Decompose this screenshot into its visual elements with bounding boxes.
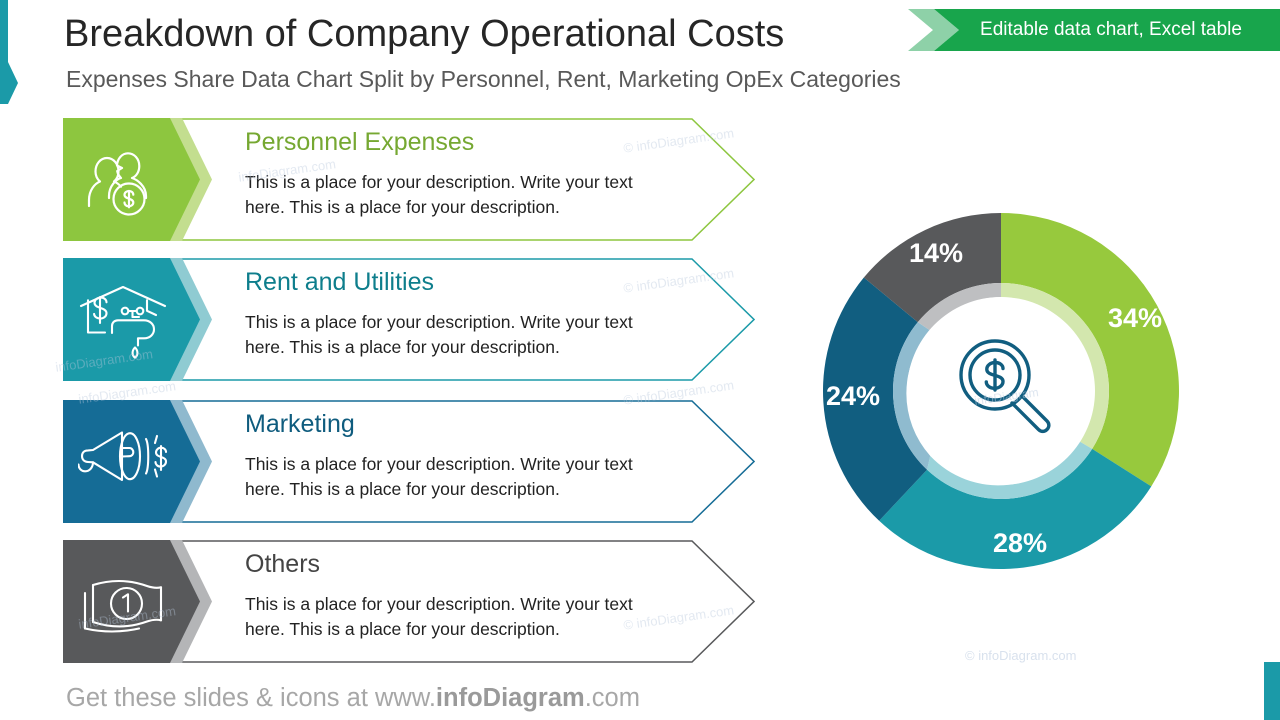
svg-text:14%: 14% (909, 238, 963, 268)
svg-text:© infoDiagram.com: © infoDiagram.com (965, 648, 1076, 663)
svg-text:infoDiagram: infoDiagram (973, 385, 1039, 408)
svg-text:34%: 34% (1108, 303, 1162, 333)
svg-text:28%: 28% (993, 528, 1047, 558)
svg-text:24%: 24% (826, 381, 880, 411)
